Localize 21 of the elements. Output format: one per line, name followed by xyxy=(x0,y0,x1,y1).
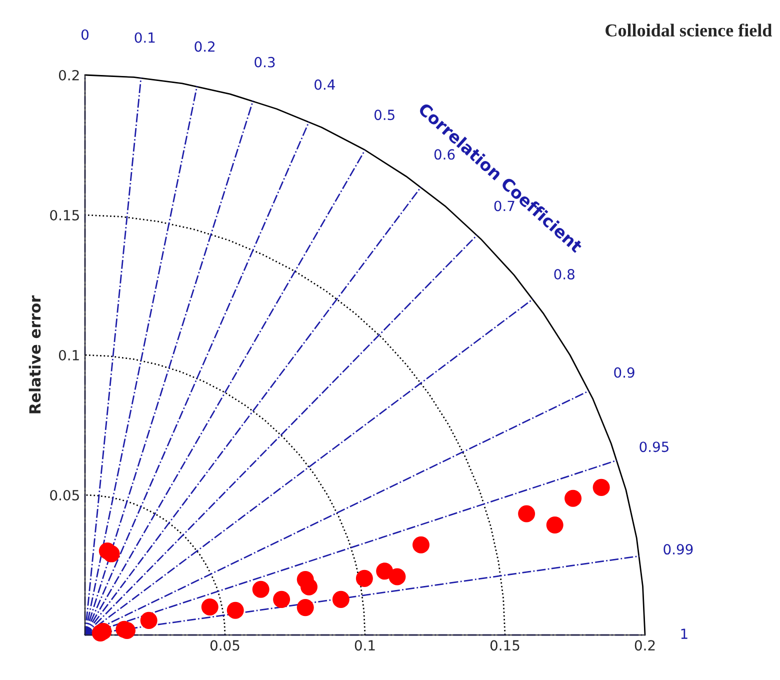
text: 0.5 xyxy=(374,110,394,120)
text: Colloidal science field xyxy=(606,24,772,37)
text: 0.8 xyxy=(554,269,574,280)
text: 0.4 xyxy=(314,79,335,90)
text: 0 xyxy=(81,29,88,40)
y-tick-label: 0.2 xyxy=(58,70,79,80)
series-label: 0.95 xyxy=(640,442,668,452)
text: 0.2 xyxy=(194,41,214,52)
y-tick-label: 0.15 xyxy=(50,210,79,220)
x-tick-label: 0.1 xyxy=(354,640,375,651)
text: 0.9 xyxy=(614,367,634,378)
x-tick-label: 0.2 xyxy=(634,640,655,651)
x-tick-label: 0.15 xyxy=(490,640,520,651)
y-tick-label: 0.1 xyxy=(58,350,79,360)
x-tick-label: 0.05 xyxy=(210,640,240,651)
y-tick-label: 0.05 xyxy=(50,490,79,500)
text: 0.1 xyxy=(134,32,155,43)
y-axis-title: Relative error xyxy=(28,295,41,414)
series-label: 0.99 xyxy=(664,544,693,555)
text: 0.3 xyxy=(254,56,275,68)
text: 1 xyxy=(681,628,688,639)
